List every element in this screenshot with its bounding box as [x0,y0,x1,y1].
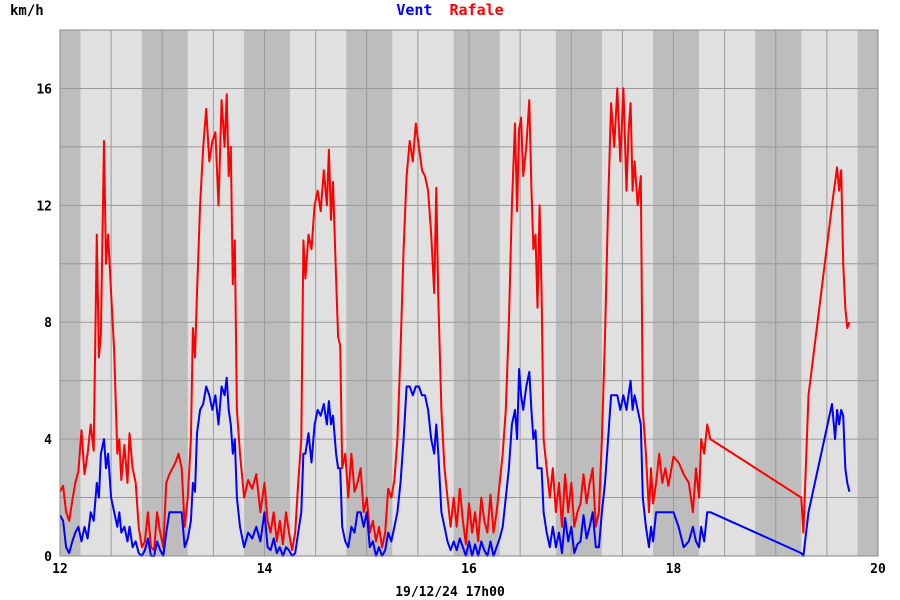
y-tick-label: 12 [36,199,52,214]
night-band-0 [60,30,81,556]
night-band-7 [755,30,802,556]
x-tick-label: 16 [461,562,477,577]
night-band-4 [453,30,500,556]
night-band-2 [244,30,291,556]
y-tick-labels: 0 4 8 12 16 [36,82,52,565]
x-tick-label: 18 [666,562,682,577]
y-tick-label: 4 [44,433,52,448]
y-tick-label: 0 [44,550,52,565]
night-bands [60,30,878,556]
series-lines [59,87,851,557]
x-tick-label: 20 [870,562,886,577]
night-band-5 [555,30,602,556]
series-vent-line [59,368,851,557]
x-axis-label: 19/12/24 17h00 [395,585,505,600]
y-tick-label: 8 [44,316,52,331]
title-vent: Vent [396,1,432,19]
x-tick-label: 12 [52,562,68,577]
x-tick-label: 14 [257,562,273,577]
plot-border [59,29,879,557]
night-band-8 [857,30,878,556]
x-tick-labels: 12 14 16 18 20 [52,562,886,577]
night-band-3 [346,30,393,556]
night-band-1 [141,30,188,556]
y-tick-label: 16 [36,82,52,97]
plot-frame [59,29,879,557]
series-rafale-line [59,87,851,552]
chart-title: Vent Rafale [396,1,503,19]
night-band-6 [653,30,700,556]
y-axis-unit: km/h [10,3,44,19]
title-rafale: Rafale [449,1,503,19]
